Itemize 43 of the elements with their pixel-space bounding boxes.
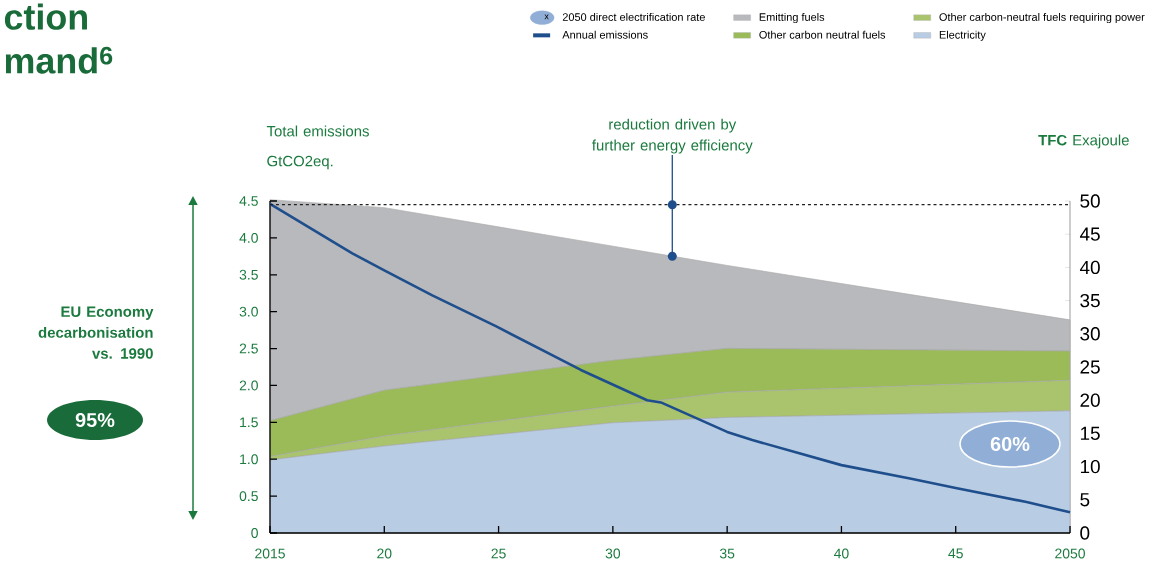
x-tick-label: 20: [377, 548, 392, 559]
y2-axis-title: TFC Exajoule: [1038, 134, 1129, 149]
y2-tick-label: 30: [1080, 327, 1100, 341]
y2-tick-label: 5: [1080, 493, 1090, 507]
y2-tick-label: 40: [1079, 260, 1100, 275]
legend-label: Annual emissions: [562, 30, 648, 39]
x-tick-label: 40: [833, 548, 849, 559]
annotation: reduction driven by further energy efficiency: [592, 118, 753, 154]
chart-title: ction mand$^{6}$: [4, 3, 113, 74]
x-tick-label: 35: [719, 548, 735, 559]
text: EU Economy decarbonisation vs. 1990: [38, 306, 154, 359]
text: Total emissions GtCO2eq.: [266, 125, 369, 170]
legend-label: Other carbon-neutral fuels requiring power: [939, 12, 1145, 24]
y-tick-label: 3.5: [239, 269, 258, 280]
x-tick-label: 30: [605, 548, 621, 559]
y-tick-label: 2.0: [239, 380, 258, 391]
y-tick-label: 4.0: [239, 232, 258, 243]
y-tick-label: 1.5: [240, 417, 258, 428]
y-tick-label: 2.5: [239, 343, 258, 354]
y-tick-label: 0.5: [239, 491, 258, 502]
y2-tick-label: 25: [1080, 360, 1100, 374]
x-tick-label: 25: [491, 548, 506, 559]
x-tick-label: 45: [948, 548, 963, 559]
y2-tick-label: 0: [1080, 526, 1090, 540]
y2-tick-label: 15: [1080, 426, 1100, 441]
text: 95%: [75, 412, 115, 428]
text: 2050 direct electrification rate: [562, 12, 705, 21]
legend-label: Other carbon neutral fuels: [759, 30, 886, 39]
y2-tick-label: 45: [1079, 227, 1100, 241]
x-tick-label: 2015: [255, 548, 285, 559]
x-tick-label: 2050: [1055, 548, 1085, 559]
legend-label: Emitting fuels: [759, 12, 825, 24]
y-tick-label: 0: [251, 528, 258, 538]
annotation: 60%: [990, 436, 1030, 452]
y-tick-label: 1.0: [240, 454, 258, 465]
y2-tick-label: 10: [1080, 459, 1100, 474]
y-tick-label: 3.0: [239, 306, 258, 317]
y2-tick-label: 50: [1080, 194, 1100, 208]
y2-tick-label: 35: [1080, 293, 1100, 308]
y2-tick-label: 20: [1080, 393, 1100, 407]
y-tick-label: 4.5: [239, 196, 258, 206]
text: x: [544, 14, 549, 20]
legend-label: Electricity: [939, 30, 986, 41]
